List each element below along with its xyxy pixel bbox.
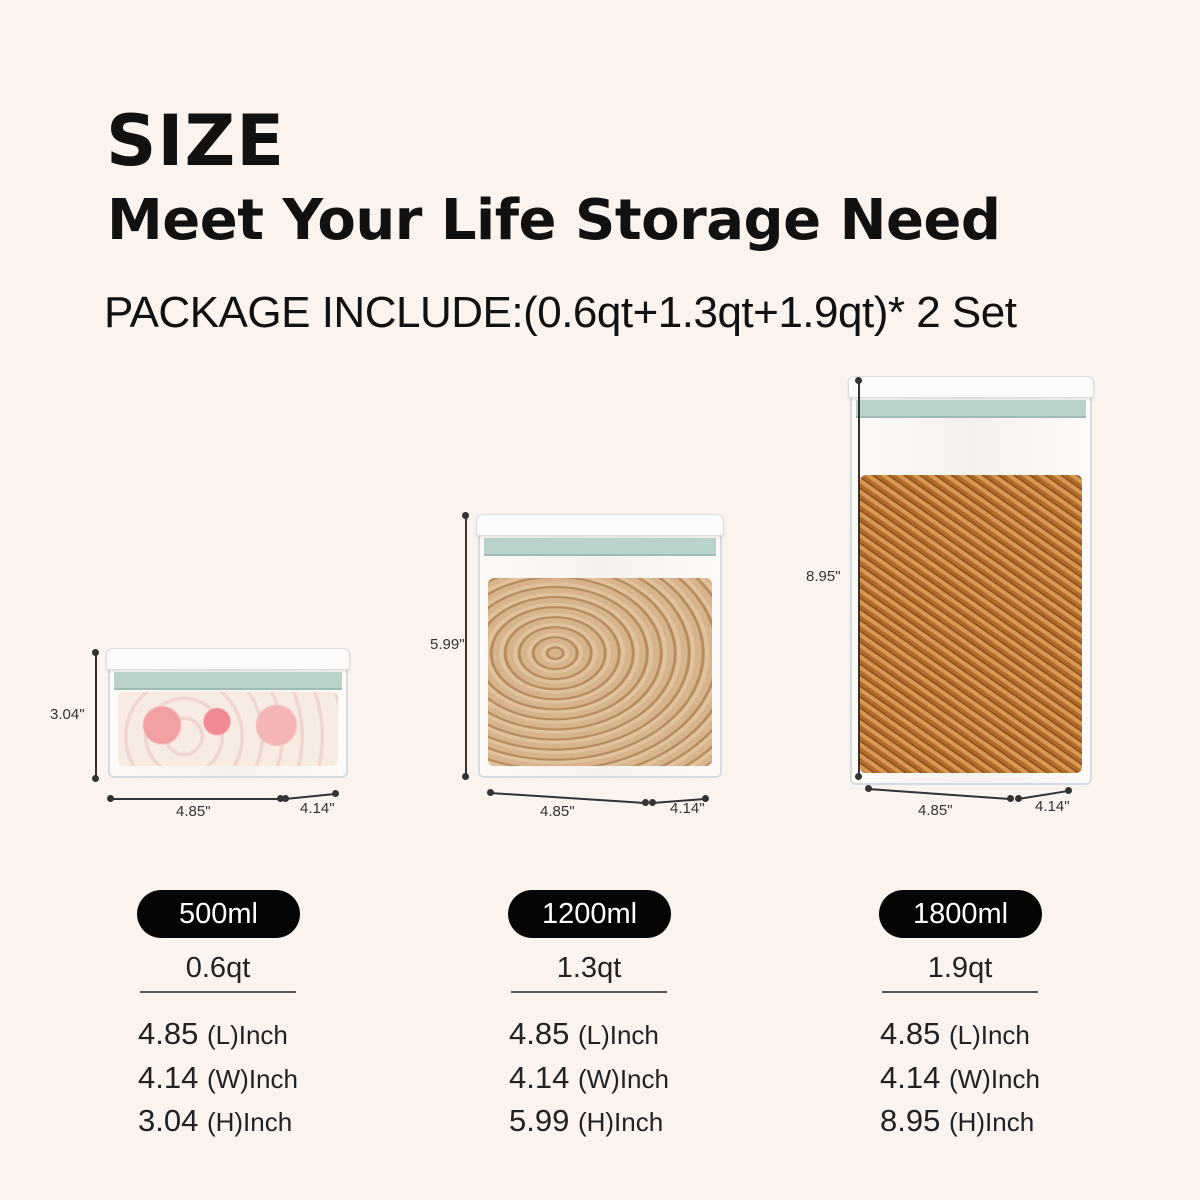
spec-unit: (H)Inch [577,1107,664,1137]
spec-line: 4.14 (W)Inch [509,1060,669,1096]
spec-line: 5.99 (H)Inch [509,1103,663,1139]
spec-line: 3.04 (H)Inch [138,1103,292,1139]
height-dimension-line [95,652,97,778]
dimension-dot [462,512,469,519]
length-dimension-line-end [642,799,649,806]
spec-line: 4.14 (W)Inch [880,1060,1040,1096]
spec-line: 8.95 (H)Inch [880,1103,1034,1139]
spec-value: 4.85 [138,1016,199,1051]
quart-divider [511,991,667,993]
volume-badge: 1800ml [879,890,1042,938]
height-label: 8.95" [806,568,841,585]
spec-unit: (H)Inch [206,1107,293,1137]
dimension-dot [92,649,99,656]
dimension-dot [462,773,469,780]
spec-unit: (L)Inch [577,1020,659,1050]
lid-seal [484,538,716,556]
container-lid [848,376,1094,398]
storage-container [106,648,350,778]
volume-badge: 1200ml [508,890,671,938]
spec-line: 4.85 (L)Inch [509,1016,659,1052]
container-lid [476,514,724,536]
length-dimension-line-end [865,785,872,792]
width-dimension-line-end [702,795,709,802]
quart-divider [882,991,1038,993]
width-label: 4.14" [1035,798,1070,815]
package-info: PACKAGE INCLUDE:(0.6qt+1.3qt+1.9qt)* 2 S… [104,288,1017,337]
height-dimension-line [858,380,860,776]
spec-unit: (W)Inch [577,1063,669,1094]
width-dimension-line-end [1065,787,1072,794]
width-dimension-line-end [649,799,656,806]
length-dimension-line-end [487,789,494,796]
dimension-dot [855,377,862,384]
spec-line: 4.85 (L)Inch [138,1016,288,1052]
spec-value: 4.85 [509,1016,570,1051]
dimension-dot [92,775,99,782]
length-dimension-line-end [107,795,114,802]
width-label: 4.14" [300,800,335,817]
length-dimension-line [110,798,280,800]
container-contents [488,578,712,766]
width-dimension-line [285,793,336,800]
length-dimension-line [867,788,1010,800]
spec-unit: (L)Inch [948,1020,1030,1050]
length-label: 4.85" [540,803,575,820]
storage-container [848,376,1094,785]
width-dimension-line-end [332,790,339,797]
lid-seal [856,400,1086,418]
spec-unit: (W)Inch [206,1063,298,1094]
length-dimension-line-end [1007,795,1014,802]
page-title: SIZE [106,100,286,182]
length-dimension-line-end [277,795,284,802]
container-contents [860,475,1082,773]
spec-value: 4.14 [138,1059,199,1095]
dimension-dot [855,773,862,780]
height-dimension-line [465,515,467,776]
volume-badge: 500ml [137,890,300,938]
height-label: 5.99" [430,636,465,653]
quart-label: 1.9qt [927,952,993,984]
spec-unit: (W)Inch [948,1063,1040,1094]
storage-container [476,514,724,778]
page-subtitle: Meet Your Life Storage Need [107,188,1001,253]
spec-unit: (L)Inch [206,1020,288,1050]
container-contents [118,692,338,766]
lid-seal [114,672,342,690]
width-dimension-line-end [1015,795,1022,802]
quart-label: 0.6qt [185,952,251,984]
spec-line: 4.14 (W)Inch [138,1060,298,1096]
length-dimension-line [489,792,645,804]
height-label: 3.04" [50,706,85,723]
width-label: 4.14" [670,800,705,817]
spec-value: 8.95 [880,1103,941,1138]
spec-line: 4.85 (L)Inch [880,1016,1030,1052]
spec-unit: (H)Inch [948,1107,1035,1137]
length-label: 4.85" [918,802,953,819]
spec-value: 4.14 [509,1059,570,1095]
spec-value: 3.04 [138,1103,199,1138]
width-dimension-line-end [282,795,289,802]
quart-divider [140,991,296,993]
container-lid [106,648,350,670]
spec-value: 4.14 [880,1059,941,1095]
spec-value: 5.99 [509,1103,570,1138]
quart-label: 1.3qt [556,952,622,984]
length-label: 4.85" [176,803,211,820]
spec-value: 4.85 [880,1016,941,1051]
